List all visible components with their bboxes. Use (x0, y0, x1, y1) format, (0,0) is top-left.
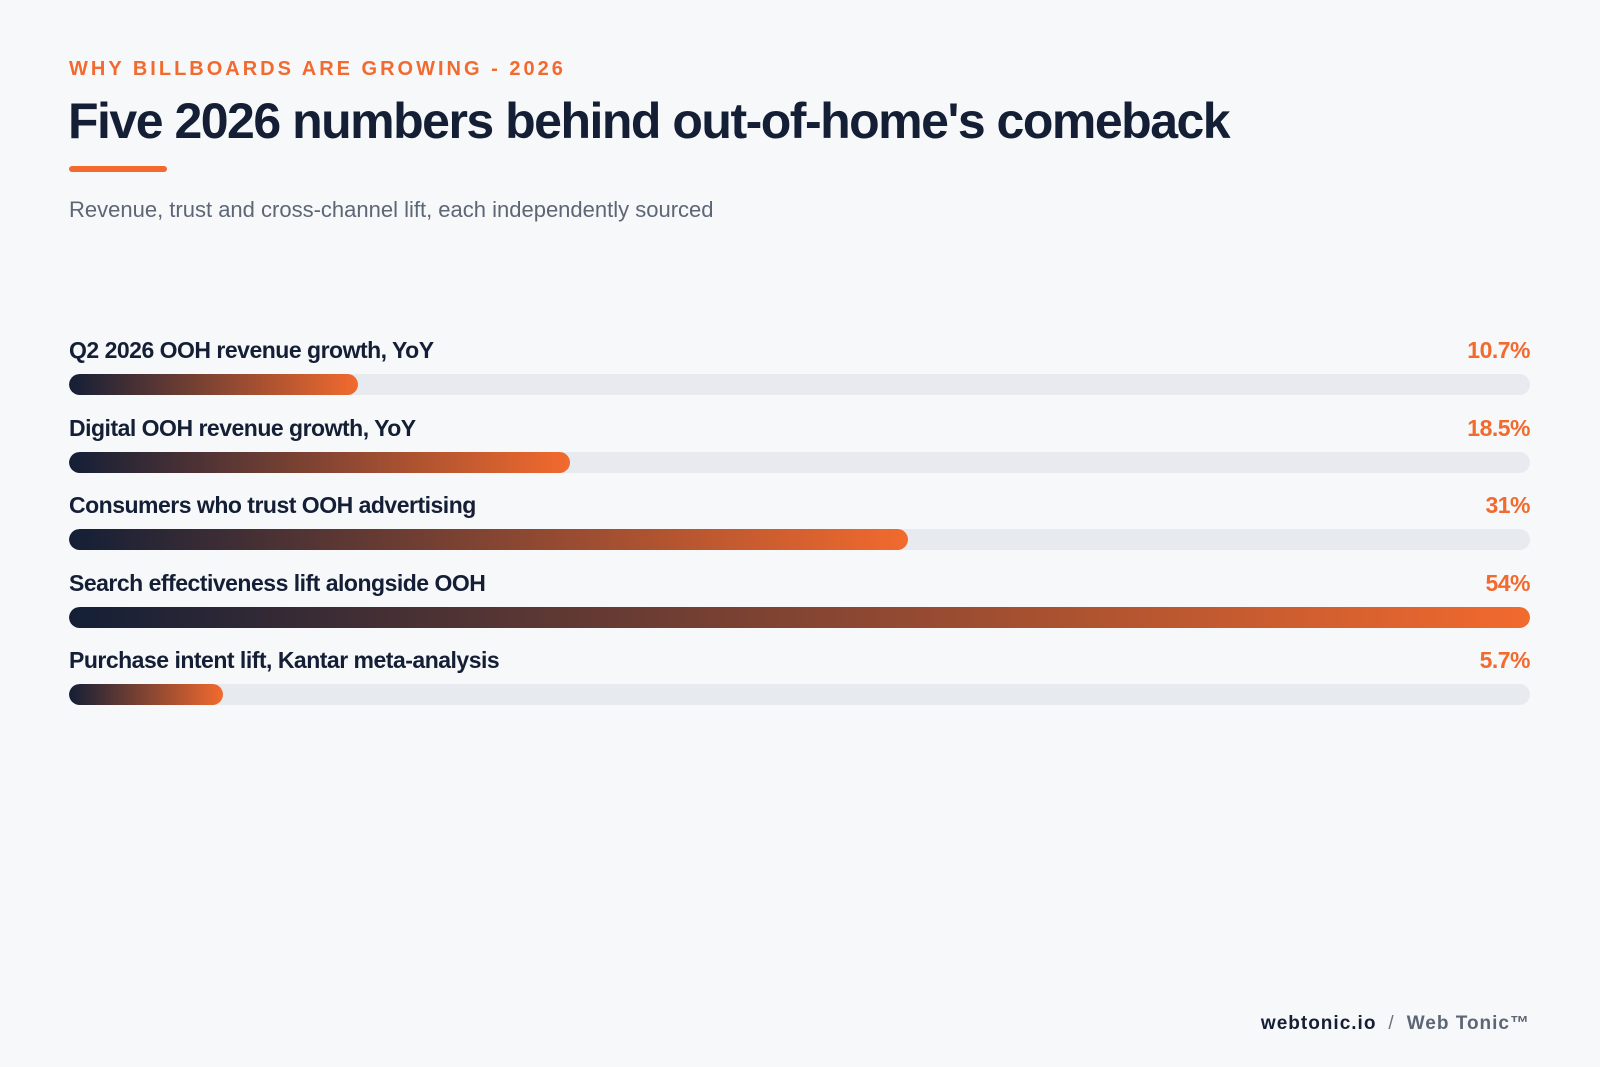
chart-subtitle: Revenue, trust and cross-channel lift, e… (69, 197, 714, 222)
bar-label: Digital OOH revenue growth, YoY (69, 414, 416, 441)
bar-track (69, 606, 1530, 628)
bar-track (69, 374, 1530, 395)
bar-fill (69, 374, 359, 395)
bar-label: Purchase intent lift, Kantar meta-analys… (69, 647, 500, 673)
bar-track (69, 529, 1530, 550)
footer-domain: webtonic.io (1260, 1013, 1377, 1034)
bar-value-label: 5.7% (1479, 647, 1531, 673)
bar-value-label: 18.5% (1467, 414, 1530, 441)
footer-brand: Web Tonic™ (1406, 1013, 1530, 1034)
bar-chart: Q2 2026 OOH revenue growth, YoY 10.7% Di… (69, 337, 1531, 725)
bar-row: Q2 2026 OOH revenue growth, YoY 10.7% (69, 337, 1530, 415)
bar-row: Digital OOH revenue growth, YoY 18.5% (69, 415, 1530, 493)
bar-label: Consumers who trust OOH advertising (69, 492, 476, 518)
footer-credit: webtonic.io / Web Tonic™ (1261, 1013, 1530, 1035)
bar-value-label: 31% (1485, 492, 1530, 518)
bar-fill (69, 529, 908, 550)
bar-label: Q2 2026 OOH revenue growth, YoY (69, 337, 434, 363)
bar-fill (69, 684, 224, 705)
bar-fill (69, 451, 570, 473)
bar-row: Search effectiveness lift alongside OOH … (69, 570, 1530, 648)
bar-value-label: 10.7% (1467, 337, 1530, 363)
chart-title: Five 2026 numbers behind out-of-home's c… (68, 93, 1231, 149)
bar-track (69, 684, 1530, 705)
footer-separator: / (1388, 1013, 1395, 1034)
bar-row: Purchase intent lift, Kantar meta-analys… (69, 647, 1531, 725)
bar-fill (69, 606, 1530, 628)
bar-value-label: 54% (1485, 569, 1530, 596)
bar-track (69, 451, 1530, 473)
title-underline (69, 166, 167, 172)
bar-row: Consumers who trust OOH advertising 31% (69, 492, 1530, 570)
eyebrow-label: WHY BILLBOARDS ARE GROWING - 2026 (69, 58, 566, 80)
bar-label: Search effectiveness lift alongside OOH (69, 569, 486, 596)
